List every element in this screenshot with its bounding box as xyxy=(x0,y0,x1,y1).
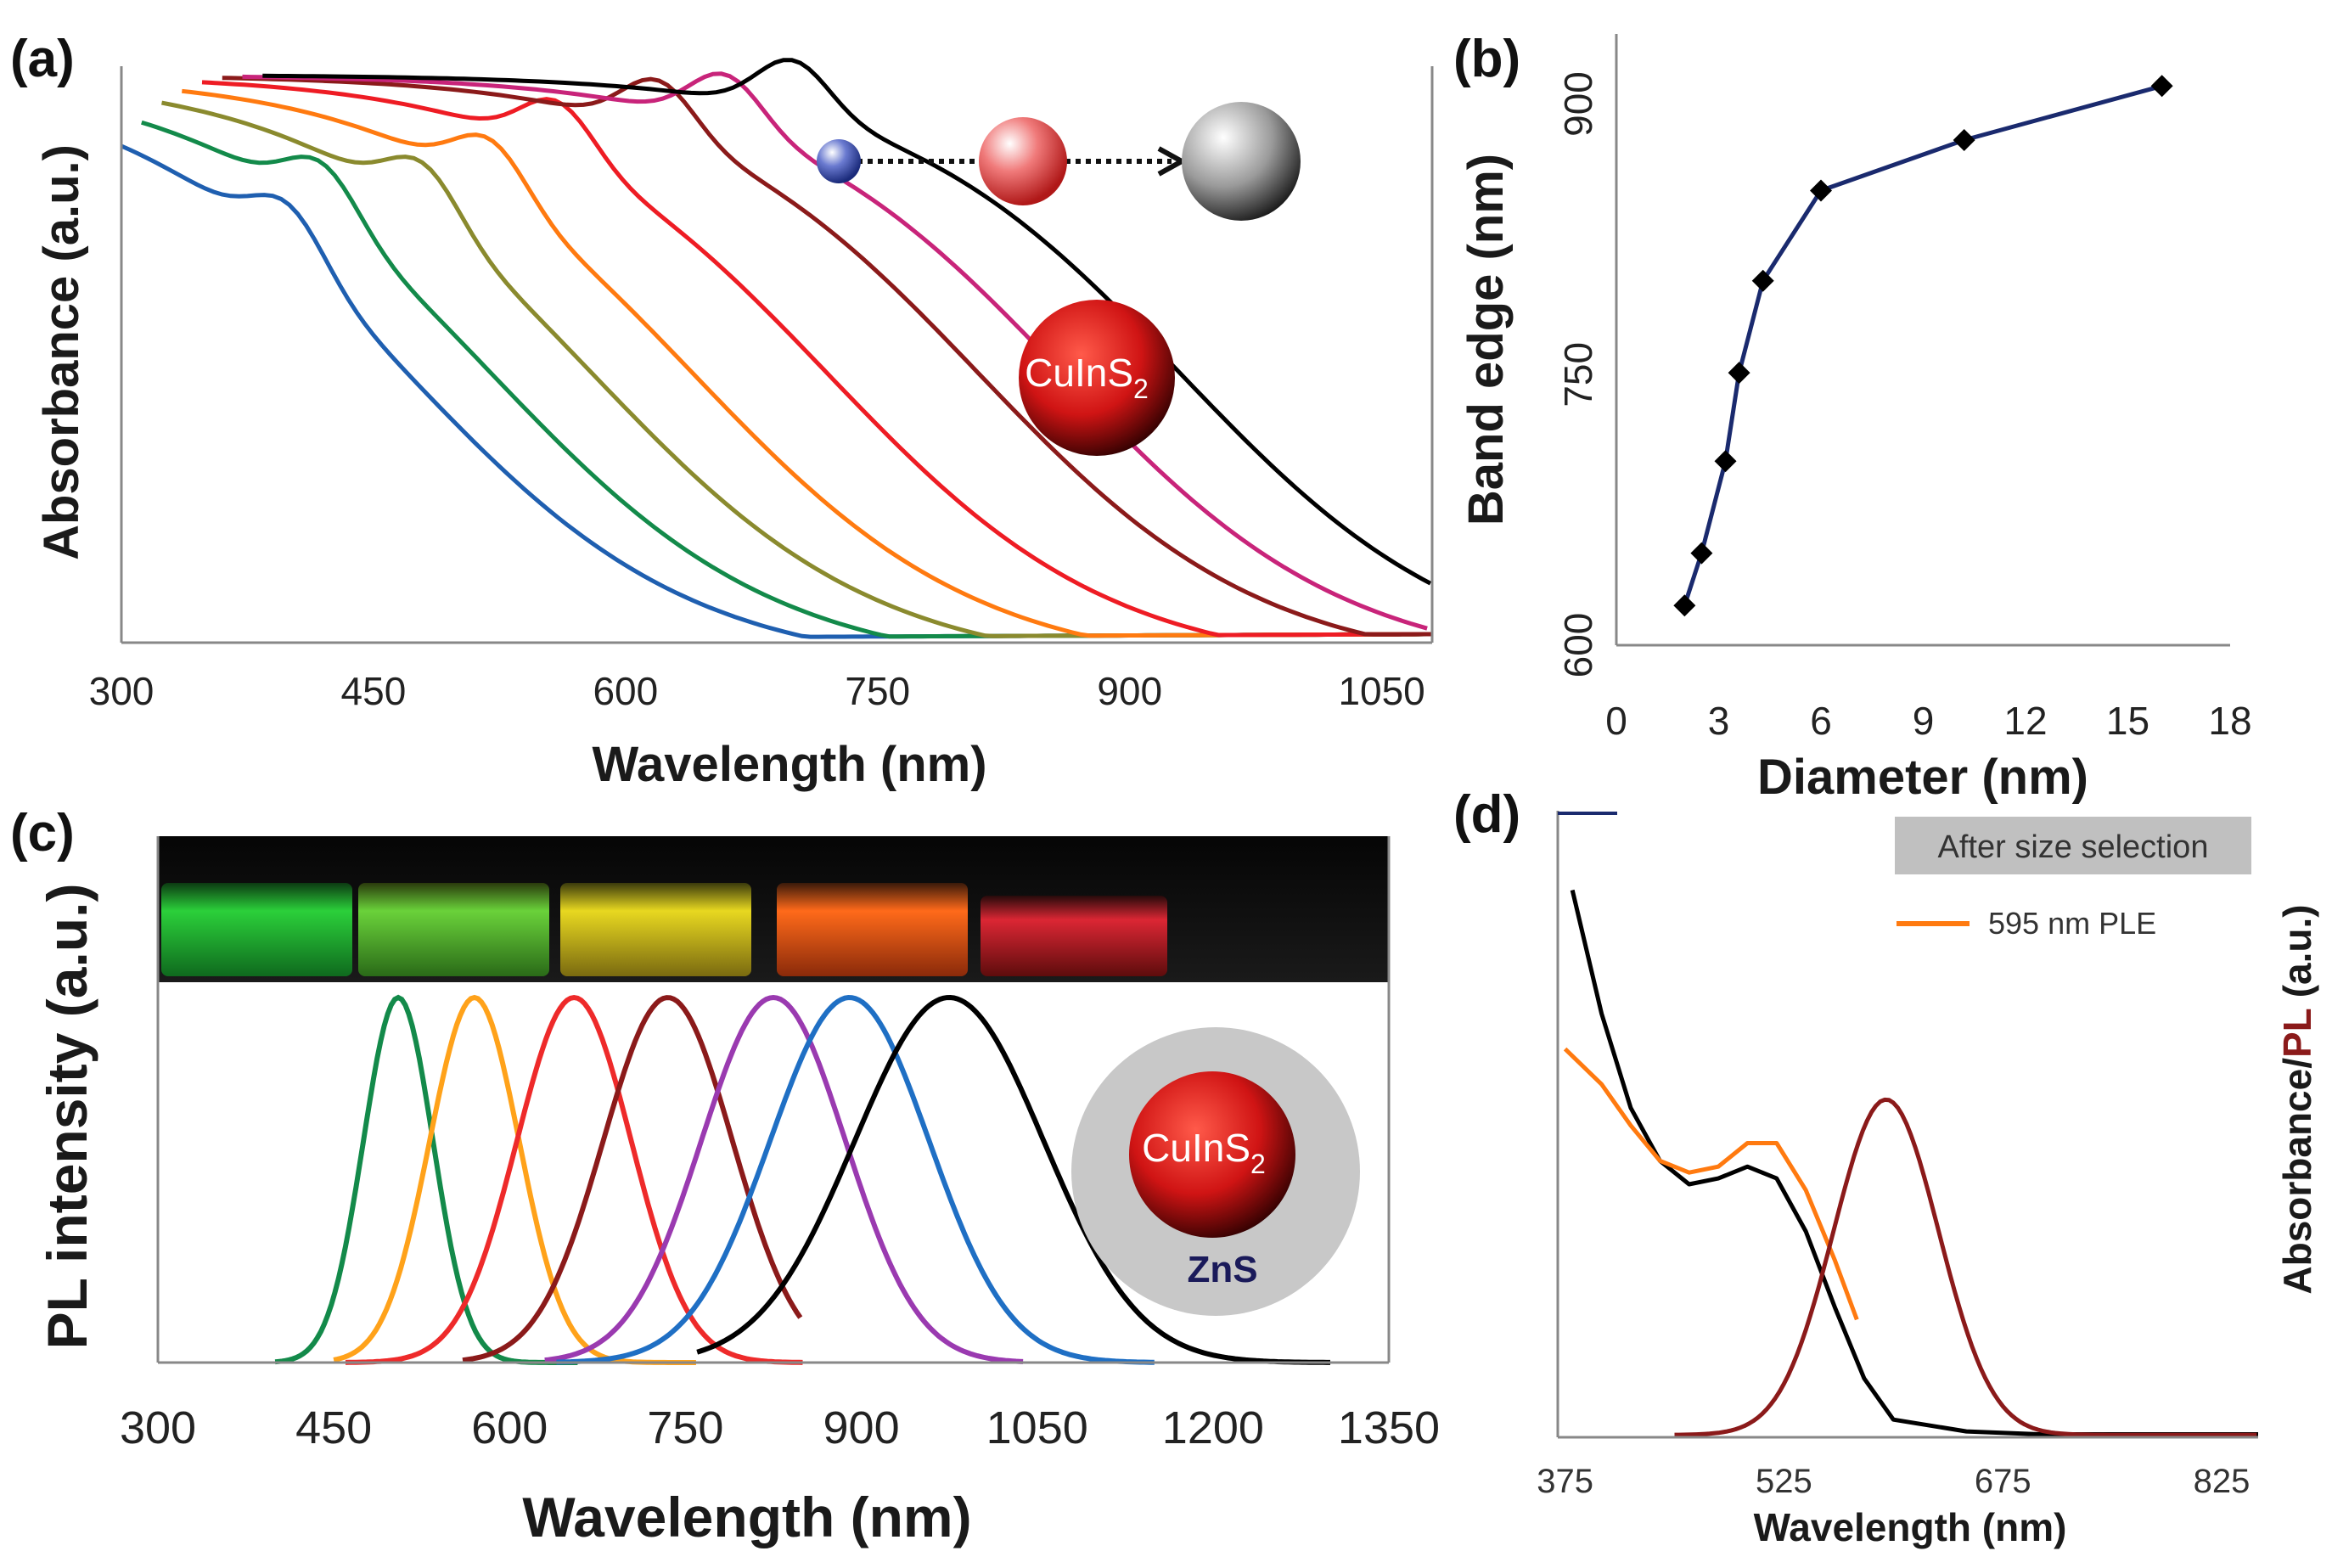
panel-b-x-tick-0: 0 xyxy=(1605,699,1627,743)
panel-b-markers xyxy=(1673,75,2173,617)
cuins2-particle-label: CuInS2 xyxy=(1025,351,1149,404)
panel-a-series-s6 xyxy=(222,76,1432,637)
panel-a-series-s5 xyxy=(201,80,1429,638)
legend-box-text: After size selection xyxy=(1938,829,2209,865)
panel-b-y-axis-label: Band edge (nm) xyxy=(1458,154,1514,525)
panel-c-series-p6 xyxy=(556,994,1155,1365)
panel-a-x-tick-600: 600 xyxy=(593,669,658,713)
small-nanoparticle-icon xyxy=(817,139,861,183)
panel-a-x-axis-label: Wavelength (nm) xyxy=(592,737,986,792)
panel-b-x-tick-9: 9 xyxy=(1913,699,1935,743)
panel-c-x-tick-750: 750 xyxy=(647,1402,723,1453)
panel-b-y-ticks: 600 750 900 xyxy=(1556,71,1600,677)
panel-b-marker-2 xyxy=(1714,450,1737,473)
panel-b-marker-0 xyxy=(1673,594,1696,617)
vial-yellow xyxy=(560,883,751,976)
panel-d-x-tick-675: 675 xyxy=(1975,1463,2031,1500)
zns-shell-label: ZnS xyxy=(1187,1249,1257,1290)
panel-d-x-tick-375: 375 xyxy=(1537,1463,1593,1500)
panel-c-series-p7 xyxy=(696,994,1330,1365)
panel-b-x-axis-label: Diameter (nm) xyxy=(1757,750,2088,805)
medium-nanoparticle-icon xyxy=(979,117,1067,205)
panel-d-x-tick-525: 525 xyxy=(1756,1463,1812,1500)
panel-a-x-tick-300: 300 xyxy=(89,669,155,713)
panel-c-series-p4 xyxy=(462,995,803,1363)
panel-d-x-axis-label: Wavelength (nm) xyxy=(1754,1505,2067,1549)
panel-c-x-tick-1200: 1200 xyxy=(1162,1402,1264,1453)
panel-d-series-595-nm-ple xyxy=(1563,1047,1859,1321)
panel-a-x-tick-750: 750 xyxy=(845,669,910,713)
panel-b-label: (b) xyxy=(1453,30,1520,88)
panel-d-label: (d) xyxy=(1453,785,1520,844)
panel-b-marker-7 xyxy=(2150,75,2173,98)
panel-c-x-tick-1350: 1350 xyxy=(1338,1402,1440,1453)
panel-d-chart: 375 525 675 825 Wavelength (nm) Absorbance/… xyxy=(1537,811,2319,1549)
legend-ple-text: 595 nm PLE xyxy=(1988,906,2156,941)
panel-a-chart: 300 450 600 750 900 1050 Wavelength (nm) Abso… xyxy=(34,58,1434,792)
panel-d-series-absorbance xyxy=(1570,889,2258,1436)
cuins2-particle-icon xyxy=(1019,300,1175,456)
vial-green-2 xyxy=(358,883,549,976)
core-shell-inset: CuInS2 ZnS xyxy=(1071,1027,1360,1316)
panel-c-x-tick-300: 300 xyxy=(120,1402,196,1453)
panel-c-y-axis-label: PL intensity (a.u.) xyxy=(36,884,98,1350)
panel-d-series-pl xyxy=(1674,1097,2257,1437)
panel-b-y-tick-600: 600 xyxy=(1556,613,1600,678)
panel-c-x-tick-600: 600 xyxy=(471,1402,548,1453)
panel-a-series-s8 xyxy=(262,58,1432,586)
cuins2-core-label: CuInS2 xyxy=(1142,1126,1266,1179)
panel-a-y-axis-label: Absorbance (a.u.) xyxy=(34,144,89,560)
panel-c-x-axis-label: Wavelength (nm) xyxy=(522,1486,971,1548)
panel-d-series-group xyxy=(1563,889,2258,1437)
vial-green-1 xyxy=(161,883,352,976)
panel-b-marker-4 xyxy=(1751,269,1774,292)
panel-b-marker-6 xyxy=(1953,129,1975,151)
panel-b-x-tick-18: 18 xyxy=(2208,699,2251,743)
panel-d-y-axis-label: Absorbance/PL (a.u.) xyxy=(2275,904,2319,1294)
panel-c-x-tick-450: 450 xyxy=(295,1402,372,1453)
panel-d-x-tick-825: 825 xyxy=(2194,1463,2251,1500)
panel-a-series-group xyxy=(120,58,1432,639)
panel-d-x-ticks: 375 525 675 825 xyxy=(1537,1463,2250,1500)
panel-c-series-p1 xyxy=(274,994,578,1365)
panel-a-x-tick-450: 450 xyxy=(341,669,407,713)
panel-d-legend: After size selection 595 nm PLE xyxy=(1895,817,2251,941)
panel-b-marker-3 xyxy=(1728,362,1750,385)
panel-c-x-ticks: 300 450 600 750 900 1050 1200 1350 xyxy=(120,1402,1440,1453)
panel-b-y-tick-750: 750 xyxy=(1556,342,1600,407)
panel-c-chart: 300 450 600 750 900 1050 1200 1350 Wavelength (… xyxy=(36,836,1440,1548)
panel-c-x-tick-900: 900 xyxy=(823,1402,900,1453)
cuins2-core-icon xyxy=(1129,1071,1295,1238)
panel-a-label: (a) xyxy=(10,30,75,88)
panel-b-chart: 0 3 6 9 12 15 18 600 750 900 Diameter (nm) Band … xyxy=(1458,34,2252,805)
panel-b-x-tick-3: 3 xyxy=(1708,699,1730,743)
panel-c-series-p3 xyxy=(345,994,803,1365)
panel-a-x-ticks: 300 450 600 750 900 1050 xyxy=(89,669,1425,713)
vial-photo-strip xyxy=(158,836,1389,982)
panel-b-x-ticks: 0 3 6 9 12 15 18 xyxy=(1605,699,2251,743)
panel-c-x-tick-1050: 1050 xyxy=(986,1402,1088,1453)
panel-b-band-edge-line xyxy=(1682,83,2163,607)
panel-c-series-p5 xyxy=(544,994,1024,1364)
large-nanoparticle-icon xyxy=(1182,102,1301,221)
panel-b-x-tick-6: 6 xyxy=(1810,699,1832,743)
panel-a-x-tick-900: 900 xyxy=(1097,669,1162,713)
legend-box-background xyxy=(1895,817,2251,874)
panel-b-y-tick-900: 900 xyxy=(1556,71,1600,137)
panel-c-label: (c) xyxy=(10,804,75,863)
panel-b-x-tick-12: 12 xyxy=(2003,699,2047,743)
vial-red xyxy=(981,896,1167,976)
panel-b-x-tick-15: 15 xyxy=(2106,699,2149,743)
panel-a-growth-inset: CuInS2 xyxy=(817,102,1301,456)
vial-orange xyxy=(777,883,968,976)
panel-b-marker-1 xyxy=(1690,542,1713,565)
panel-b-marker-5 xyxy=(1810,179,1832,202)
panel-a-x-tick-1050: 1050 xyxy=(1338,669,1424,713)
